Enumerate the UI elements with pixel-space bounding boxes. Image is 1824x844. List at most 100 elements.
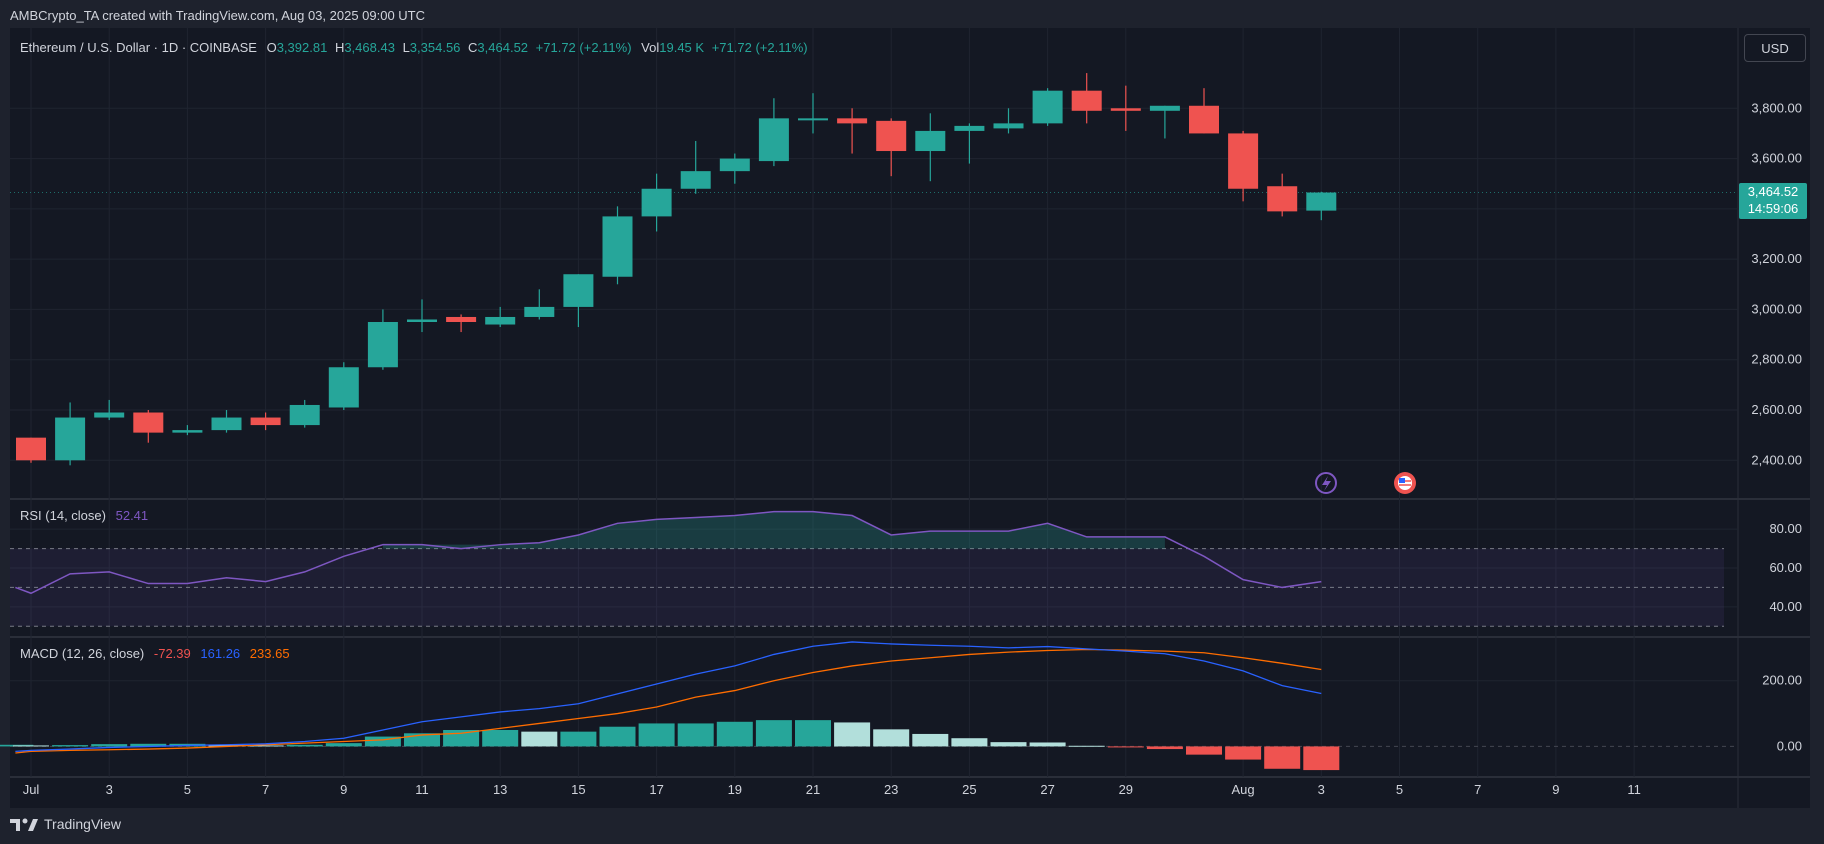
candle: [1110, 85, 1141, 131]
macd-hist-bar: [716, 721, 753, 747]
attribution-text: AMBCrypto_TA created with TradingView.co…: [10, 8, 426, 23]
candle: [485, 306, 516, 328]
candle: [993, 108, 1024, 134]
candle-body: [328, 367, 359, 408]
candle-body: [367, 322, 398, 368]
macd-hist-bar: [834, 722, 871, 747]
low-value: 3,354.56: [409, 40, 461, 55]
candle-body: [876, 120, 907, 152]
macd-legend: MACD (12, 26, close) -72.39 161.26 233.6…: [20, 646, 290, 661]
lightning-event-icon[interactable]: [1315, 472, 1337, 494]
candle: [954, 123, 985, 164]
price-tick-label: 2,400.00: [1751, 452, 1802, 467]
us-flag-event-icon[interactable]: [1394, 472, 1416, 494]
macd-hist-bar: [13, 745, 49, 747]
price-tick-label: 2,800.00: [1751, 352, 1802, 367]
macd-line: [15, 641, 1322, 753]
currency-button[interactable]: USD: [1744, 34, 1806, 62]
candle: [837, 108, 868, 154]
candle: [1189, 88, 1219, 134]
macd-hist-value: -72.39: [153, 646, 191, 661]
price-tick-label: 3,000.00: [1751, 301, 1802, 316]
candle-body: [954, 125, 985, 131]
candle-body: [1306, 192, 1337, 211]
macd-hist-bar: [1225, 746, 1262, 760]
candle-body: [1071, 90, 1102, 111]
vol-label: Vol: [641, 40, 660, 55]
rsi-pane: [10, 510, 1724, 627]
macd-hist-bar: [52, 745, 89, 747]
candle-body: [602, 216, 633, 277]
x-tick-label: 11: [1627, 782, 1641, 797]
candle-body: [563, 274, 594, 307]
footer-brand-label: TradingView: [44, 816, 122, 832]
footer-brand[interactable]: TradingView: [10, 816, 121, 832]
candle-body: [680, 171, 711, 189]
candle: [719, 153, 750, 184]
macd-hist-bar: [443, 730, 480, 747]
x-tick-label: 11: [415, 782, 429, 797]
rsi-tick-label: 80.00: [1769, 521, 1802, 536]
high-label: H: [334, 40, 345, 55]
candle: [1228, 130, 1259, 202]
rsi-tick-label: 60.00: [1769, 560, 1802, 575]
price-tick-label: 2,600.00: [1751, 402, 1802, 417]
candle: [211, 410, 242, 433]
open-value: 3,392.81: [276, 40, 328, 55]
macd-hist-bar: [795, 720, 831, 747]
candle-body: [133, 412, 164, 433]
vol-change-value: +71.72 (+2.11%): [711, 40, 808, 55]
x-tick-label: 5: [184, 782, 191, 797]
candle: [55, 402, 86, 466]
candle-body: [993, 123, 1024, 129]
candle-body: [1267, 186, 1298, 212]
macd-hist-bar: [286, 744, 323, 747]
x-tick-label: 9: [1552, 782, 1559, 797]
candle: [915, 113, 946, 182]
candle-body: [1189, 105, 1219, 134]
candle: [446, 314, 477, 333]
x-tick-label: 9: [340, 782, 347, 797]
bar-countdown: 14:59:06: [1747, 201, 1799, 216]
candle-body: [1228, 133, 1259, 189]
candle-body: [915, 130, 946, 152]
candle: [563, 274, 594, 328]
rsi-line: [15, 510, 1322, 595]
candle-body: [407, 319, 437, 322]
price-tick-label: 3,800.00: [1751, 100, 1802, 115]
candle-body: [719, 158, 750, 172]
candle: [758, 98, 789, 167]
candle-body: [55, 417, 86, 461]
x-tick-label: 19: [728, 782, 742, 797]
macd-hist-bar: [247, 745, 284, 747]
axis-layer: Jul 3 5 7 9 11 13 15 17 19 21 23 25 27 29 Aug 3 5 7 9 11 2,40…: [23, 100, 1802, 797]
candle: [250, 412, 281, 431]
x-tick-label: 5: [1396, 782, 1403, 797]
rsi-label: RSI (14, close): [20, 508, 106, 523]
candle: [1071, 73, 1102, 124]
candle: [680, 140, 711, 194]
candle: [94, 399, 125, 421]
candle-body: [1110, 108, 1141, 111]
candles-layer: [16, 73, 1337, 466]
macd-hist-bar: [755, 720, 792, 747]
candle-body: [1032, 90, 1063, 124]
rsi-legend: RSI (14, close) 52.41: [20, 508, 148, 523]
last-price-value: 3,464.52: [1747, 184, 1799, 199]
price-tick-label: 3,200.00: [1751, 251, 1802, 266]
rsi-value: 52.41: [115, 508, 149, 523]
event-icons: [1315, 472, 1416, 494]
macd-hist-bar: [1303, 746, 1340, 771]
candle: [602, 206, 633, 285]
macd-hist-bar: [1029, 742, 1066, 747]
candle-body: [172, 430, 203, 433]
macd-hist-bar: [91, 744, 128, 747]
last-price-badge: 3,464.52 14:59:06: [1739, 183, 1807, 219]
candle-body: [250, 417, 281, 426]
candle: [289, 399, 320, 428]
macd-hist-bar: [638, 723, 675, 747]
price-tick-label: 3,600.00: [1751, 151, 1802, 166]
macd-hist-bar: [560, 731, 597, 747]
macd-hist-bar: [873, 729, 910, 747]
